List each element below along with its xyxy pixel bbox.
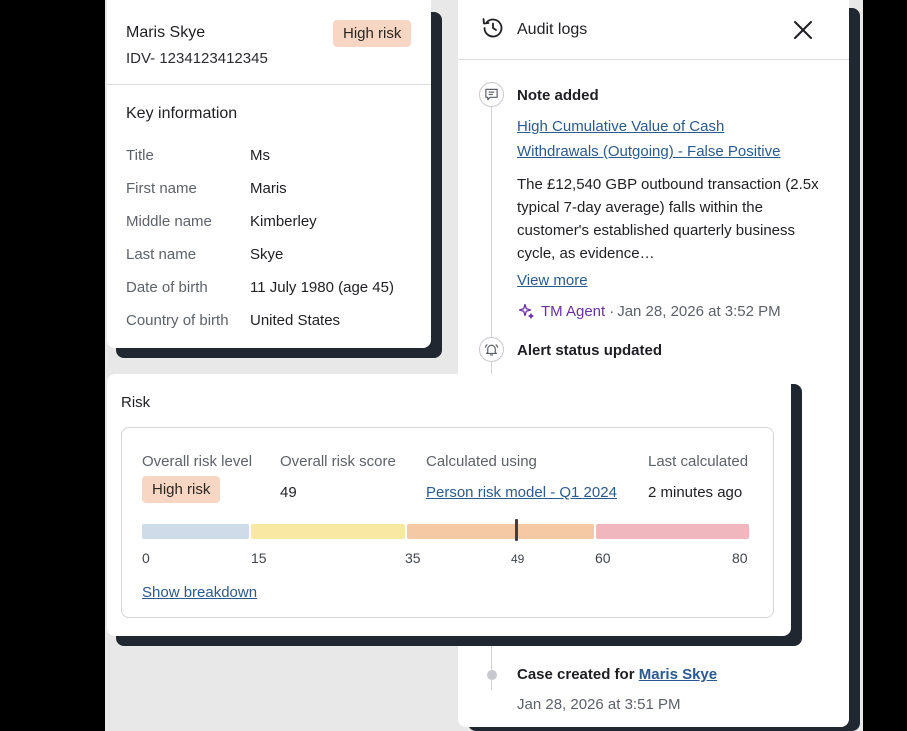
person-card: Maris Skye IDV- 1234123412345 High risk … <box>107 0 431 348</box>
risk-band-very-high <box>596 524 749 539</box>
field-value: United States <box>250 312 341 329</box>
case-created-row: Case created for Maris Skye <box>517 666 717 683</box>
event-title: Note added <box>517 87 599 104</box>
risk-band-high <box>407 524 594 539</box>
scale-tick: 15 <box>251 550 267 566</box>
field-label: First name <box>126 180 197 197</box>
risk-badge: High risk <box>333 20 412 47</box>
divider <box>107 84 431 85</box>
risk-score-marker <box>515 519 518 541</box>
field-value: Kimberley <box>250 213 317 230</box>
meta-separator: · <box>609 302 615 320</box>
show-breakdown-link[interactable]: Show breakdown <box>142 584 258 601</box>
alert-link-line[interactable]: High Cumulative Value of Cash <box>517 118 725 135</box>
alert-link-line[interactable]: Withdrawals (Outgoing) - False Positive <box>517 143 781 160</box>
risk-score-value: 49 <box>280 484 297 501</box>
scale-tick: 60 <box>595 550 611 566</box>
risk-title: Risk <box>121 394 151 411</box>
field-label: Date of birth <box>126 279 208 296</box>
audit-title: Audit logs <box>517 21 588 38</box>
history-icon <box>482 18 503 38</box>
field-value: Skye <box>250 246 284 263</box>
field-value: Ms <box>250 147 270 164</box>
event-title: Case created for <box>517 666 635 683</box>
risk-band-medium <box>251 524 405 539</box>
comment-icon <box>479 82 504 107</box>
event-meta: TM Agent · Jan 28, 2026 at 3:52 PM <box>517 302 781 320</box>
bell-icon <box>479 337 504 362</box>
scale-tick-score: 49 <box>511 552 525 566</box>
scale-tick: 80 <box>732 550 748 566</box>
audit-header: Audit logs <box>458 0 849 60</box>
scale-tick: 0 <box>142 550 150 566</box>
risk-level-label: Overall risk level <box>142 453 253 470</box>
section-title: Key information <box>126 105 238 122</box>
person-link[interactable]: Maris Skye <box>638 666 718 683</box>
note-body: The £12,540 GBP outbound transaction (2.… <box>517 176 819 262</box>
last-calculated-label: Last calculated <box>648 453 749 470</box>
alert-link[interactable]: High Cumulative Value of Cash Withdrawal… <box>517 114 817 164</box>
sparkle-icon <box>518 303 534 319</box>
risk-card: Risk Overall risk level Overall risk sco… <box>107 374 791 636</box>
risk-summary: Overall risk level Overall risk score Ca… <box>121 427 774 618</box>
calculated-using-label: Calculated using <box>426 453 537 470</box>
view-more-link[interactable]: View more <box>517 272 588 289</box>
risk-level-badge: High risk <box>142 476 221 503</box>
field-value: 11 July 1980 (age 45) <box>250 279 394 296</box>
last-calculated-value: 2 minutes ago <box>648 484 743 501</box>
close-icon[interactable] <box>790 17 816 43</box>
field-label: Country of birth <box>126 312 229 329</box>
risk-score-label: Overall risk score <box>280 453 396 470</box>
person-name: Maris Skye <box>126 24 206 41</box>
agent-name: TM Agent <box>541 302 606 320</box>
timeline-dot <box>487 670 497 680</box>
field-label: Last name <box>126 246 197 263</box>
scale-tick: 35 <box>405 550 421 566</box>
event-timestamp: Jan 28, 2026 at 3:52 PM <box>617 302 781 320</box>
field-label: Title <box>126 147 154 164</box>
field-value: Maris <box>250 180 287 197</box>
risk-band-low <box>142 524 249 539</box>
risk-model-link[interactable]: Person risk model - Q1 2024 <box>426 484 617 501</box>
event-timestamp: Jan 28, 2026 at 3:51 PM <box>517 696 681 713</box>
person-id: IDV- 1234123412345 <box>126 50 268 67</box>
field-label: Middle name <box>126 213 212 230</box>
event-title: Alert status updated <box>517 342 663 359</box>
